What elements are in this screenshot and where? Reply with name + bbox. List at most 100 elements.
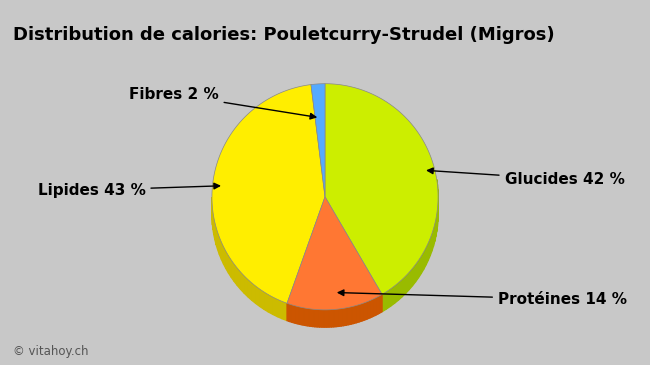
Polygon shape xyxy=(333,310,335,327)
Polygon shape xyxy=(325,310,326,327)
Polygon shape xyxy=(386,289,391,309)
Polygon shape xyxy=(244,276,248,297)
Polygon shape xyxy=(348,307,350,325)
Polygon shape xyxy=(359,304,361,322)
Polygon shape xyxy=(421,252,424,274)
Polygon shape xyxy=(252,283,255,303)
Polygon shape xyxy=(231,260,234,281)
Polygon shape xyxy=(350,307,351,324)
Polygon shape xyxy=(295,306,296,323)
Polygon shape xyxy=(354,306,356,323)
Polygon shape xyxy=(391,286,395,306)
Polygon shape xyxy=(432,229,434,251)
Polygon shape xyxy=(398,280,402,300)
Polygon shape xyxy=(378,296,379,314)
Polygon shape xyxy=(415,261,419,282)
Polygon shape xyxy=(325,84,438,295)
Polygon shape xyxy=(215,223,216,245)
Polygon shape xyxy=(435,219,436,242)
Polygon shape xyxy=(311,84,325,197)
Polygon shape xyxy=(326,310,328,327)
Polygon shape xyxy=(426,243,428,265)
Polygon shape xyxy=(315,310,317,327)
Polygon shape xyxy=(268,295,273,315)
Polygon shape xyxy=(296,306,298,324)
Polygon shape xyxy=(290,304,292,322)
Polygon shape xyxy=(289,304,290,322)
Polygon shape xyxy=(343,308,344,326)
Polygon shape xyxy=(419,256,421,278)
Polygon shape xyxy=(293,306,295,323)
Text: Glucides 42 %: Glucides 42 % xyxy=(428,168,625,187)
Polygon shape xyxy=(260,289,264,309)
Polygon shape xyxy=(395,283,398,303)
Polygon shape xyxy=(240,272,244,293)
Polygon shape xyxy=(321,310,323,327)
Polygon shape xyxy=(308,308,310,326)
Polygon shape xyxy=(212,85,325,303)
Polygon shape xyxy=(278,299,282,319)
Polygon shape xyxy=(213,212,214,235)
Polygon shape xyxy=(346,307,348,325)
Polygon shape xyxy=(224,247,226,269)
Polygon shape xyxy=(351,306,353,324)
Polygon shape xyxy=(434,224,435,246)
Polygon shape xyxy=(313,309,315,327)
Polygon shape xyxy=(406,272,409,293)
Polygon shape xyxy=(311,309,313,327)
Text: Lipides 43 %: Lipides 43 % xyxy=(38,182,220,197)
Polygon shape xyxy=(402,276,406,297)
Polygon shape xyxy=(376,297,378,315)
Polygon shape xyxy=(305,308,306,326)
Polygon shape xyxy=(341,308,343,326)
Polygon shape xyxy=(317,310,318,327)
Polygon shape xyxy=(369,300,370,318)
Polygon shape xyxy=(220,237,222,260)
Polygon shape xyxy=(216,228,218,250)
Polygon shape xyxy=(361,303,362,321)
Polygon shape xyxy=(436,214,437,237)
Polygon shape xyxy=(318,310,320,327)
Polygon shape xyxy=(298,307,300,324)
Polygon shape xyxy=(382,292,386,312)
Polygon shape xyxy=(323,310,325,327)
Polygon shape xyxy=(381,295,382,312)
Polygon shape xyxy=(248,280,252,300)
Text: Distribution de calories: Pouletcurry-Strudel (Migros): Distribution de calories: Pouletcurry-St… xyxy=(13,26,554,43)
Polygon shape xyxy=(370,300,372,318)
Polygon shape xyxy=(335,309,336,327)
Polygon shape xyxy=(264,292,268,312)
Polygon shape xyxy=(367,301,369,319)
Polygon shape xyxy=(310,309,311,326)
Polygon shape xyxy=(336,309,338,327)
Text: Protéines 14 %: Protéines 14 % xyxy=(338,290,627,307)
Polygon shape xyxy=(320,310,321,327)
Polygon shape xyxy=(214,218,215,240)
Polygon shape xyxy=(358,304,359,322)
Polygon shape xyxy=(430,234,432,256)
Polygon shape xyxy=(306,308,308,326)
Polygon shape xyxy=(364,302,365,320)
Polygon shape xyxy=(282,301,287,320)
Polygon shape xyxy=(303,308,305,325)
Polygon shape xyxy=(379,295,381,313)
Text: Fibres 2 %: Fibres 2 % xyxy=(129,87,316,119)
Polygon shape xyxy=(332,310,333,327)
Polygon shape xyxy=(255,286,260,307)
Polygon shape xyxy=(273,297,278,317)
Polygon shape xyxy=(300,307,302,325)
Polygon shape xyxy=(374,297,376,316)
Polygon shape xyxy=(229,256,231,277)
Polygon shape xyxy=(412,265,415,286)
Polygon shape xyxy=(356,305,358,323)
Polygon shape xyxy=(353,306,354,324)
Polygon shape xyxy=(372,299,373,317)
Text: © vitahoy.ch: © vitahoy.ch xyxy=(13,345,88,358)
Polygon shape xyxy=(373,298,374,316)
Polygon shape xyxy=(328,310,330,327)
Polygon shape xyxy=(287,197,382,310)
Polygon shape xyxy=(428,238,430,260)
Polygon shape xyxy=(344,308,346,326)
Polygon shape xyxy=(302,307,303,325)
Polygon shape xyxy=(338,309,340,326)
